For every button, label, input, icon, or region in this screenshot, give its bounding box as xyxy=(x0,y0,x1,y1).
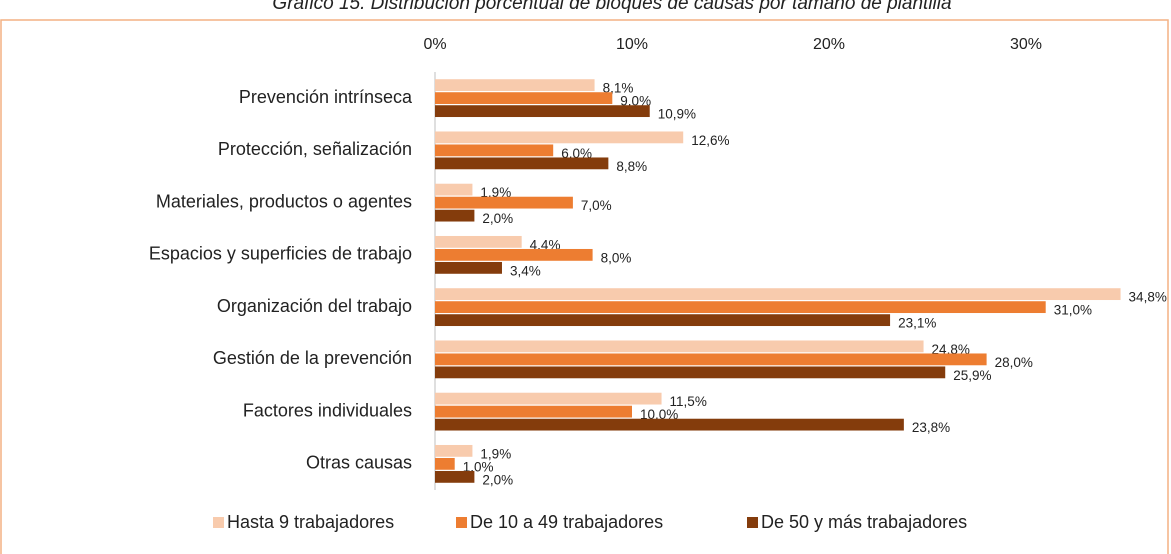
y-tick-label: Materiales, productos o agentes xyxy=(156,191,412,211)
legend-label: De 50 y más trabajadores xyxy=(761,512,967,532)
bar xyxy=(435,92,613,105)
bar xyxy=(435,392,662,405)
bar xyxy=(435,470,475,483)
value-label: 8,1% xyxy=(603,81,634,96)
value-label: 8,8% xyxy=(616,159,647,174)
value-label: 28,0% xyxy=(995,355,1033,370)
value-label: 3,4% xyxy=(510,263,541,278)
value-label: 4,4% xyxy=(530,237,561,252)
value-label: 1,9% xyxy=(480,185,511,200)
legend-swatch xyxy=(213,517,224,528)
bar xyxy=(435,235,522,248)
bar xyxy=(435,105,650,118)
bar xyxy=(435,301,1046,314)
bar xyxy=(435,261,502,274)
bar xyxy=(435,340,924,353)
bar xyxy=(435,405,632,418)
bar xyxy=(435,444,473,457)
y-tick-label: Prevención intrínseca xyxy=(239,87,413,107)
x-tick-label: 30% xyxy=(1010,36,1042,53)
value-label: 7,0% xyxy=(581,198,612,213)
y-tick-label: Factores individuales xyxy=(243,400,412,420)
bar xyxy=(435,144,554,157)
bar xyxy=(435,209,475,222)
x-tick-label: 20% xyxy=(813,36,845,53)
y-tick-label: Protección, señalización xyxy=(218,139,412,159)
value-label: 23,8% xyxy=(912,420,950,435)
chart-frame xyxy=(0,19,1169,554)
bar xyxy=(435,248,593,261)
y-tick-label: Otras causas xyxy=(306,453,412,473)
value-label: 6,0% xyxy=(561,146,592,161)
legend-swatch xyxy=(456,517,467,528)
bar xyxy=(435,157,609,170)
bar xyxy=(435,457,455,470)
value-label: 12,6% xyxy=(691,133,729,148)
y-tick-label: Organización del trabajo xyxy=(217,296,412,316)
value-label: 31,0% xyxy=(1054,303,1092,318)
value-label: 2,0% xyxy=(482,211,513,226)
value-label: 23,1% xyxy=(898,316,936,331)
chart-title: Gráfico 15. Distribución porcentual de b… xyxy=(272,0,951,14)
legend-label: Hasta 9 trabajadores xyxy=(227,512,394,532)
x-tick-label: 10% xyxy=(616,36,648,53)
y-tick-label: Gestión de la prevención xyxy=(213,348,412,368)
value-label: 25,9% xyxy=(953,368,991,383)
bar xyxy=(435,314,891,327)
value-label: 24,8% xyxy=(932,342,970,357)
bar xyxy=(435,183,473,196)
bar xyxy=(435,79,595,92)
bar xyxy=(435,131,684,144)
value-label: 10,0% xyxy=(640,407,678,422)
value-label: 2,0% xyxy=(482,472,513,487)
bar xyxy=(435,196,573,209)
bar xyxy=(435,353,987,366)
value-label: 9,0% xyxy=(620,94,651,109)
bar xyxy=(435,418,904,431)
legend-label: De 10 a 49 trabajadores xyxy=(470,512,663,532)
legend-swatch xyxy=(747,517,758,528)
y-tick-label: Espacios y superficies de trabajo xyxy=(149,244,412,264)
x-tick-label: 0% xyxy=(423,36,446,53)
value-label: 34,8% xyxy=(1129,290,1167,305)
value-label: 1,9% xyxy=(480,446,511,461)
value-label: 1,0% xyxy=(463,459,494,474)
bar xyxy=(435,288,1121,301)
bar xyxy=(435,366,946,379)
value-label: 10,9% xyxy=(658,107,696,122)
value-label: 8,0% xyxy=(601,250,632,265)
value-label: 11,5% xyxy=(670,394,707,409)
